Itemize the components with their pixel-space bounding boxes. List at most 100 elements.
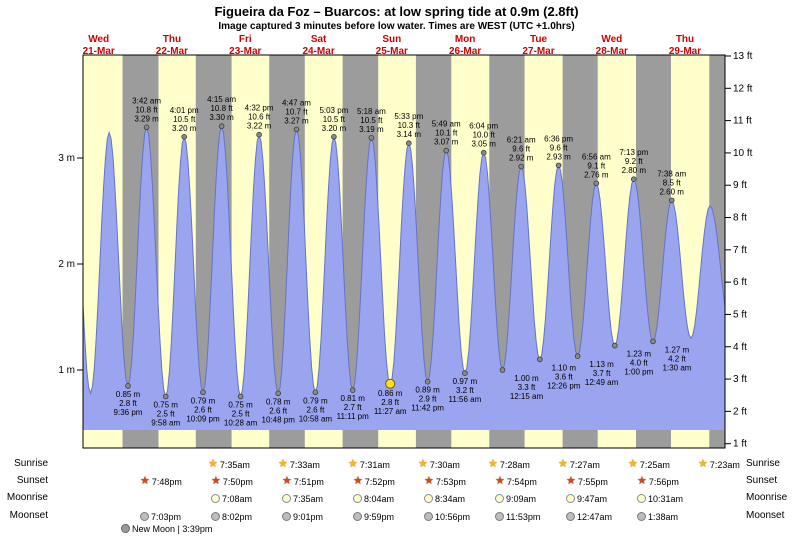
y-axis-right-label: 12 ft	[733, 83, 753, 94]
low-tide-dot	[312, 389, 319, 396]
high-tide-dot	[293, 126, 300, 133]
low-tide-annotation-line: 3.7 ft	[593, 369, 612, 378]
high-tide-annotation-line: 10.3 ft	[398, 121, 421, 130]
day-header-line: 26-Mar	[449, 46, 481, 57]
new-moon-entry: New Moon | 3:39pm	[121, 521, 212, 536]
high-tide-annotation: 5:18 am 10.5 ft 3.19 m	[357, 107, 386, 134]
high-tide-annotation-line: 3.07 m	[434, 138, 459, 147]
low-tide-annotation-line: 3.6 ft	[555, 372, 574, 381]
moonrise-entry: 10:31am	[637, 491, 683, 506]
low-tide-annotation: 0.79 m 2.6 ft 10:58 am	[299, 396, 333, 423]
day-header: Mon 26-Mar	[449, 34, 481, 57]
low-tide-annotation: 1.10 m 3.6 ft 12:26 pm	[547, 363, 581, 390]
sunrise-time: 7:35am	[219, 459, 250, 470]
moonrise-time: 8:04am	[364, 493, 395, 504]
high-tide-annotation-line: 8.5 ft	[663, 178, 682, 187]
high-tide-annotation-line: 3.22 m	[247, 122, 272, 131]
high-tide-annotation-line: 5:49 am	[432, 120, 461, 129]
sunrise-entry: ★ 7:27am	[558, 457, 600, 472]
y-axis-right-label: 6 ft	[733, 277, 747, 288]
y-axis-right-label: 11 ft	[733, 116, 752, 127]
y-axis-right-label: 3 ft	[733, 374, 747, 385]
high-tide-annotation-line: 9.6 ft	[550, 143, 569, 152]
moonrise-moon-icon	[424, 494, 433, 503]
sunrise-star-icon: ★	[208, 458, 218, 470]
moonrise-time: 7:35am	[293, 493, 324, 504]
moonset-time: 12:47am	[577, 511, 613, 522]
sunrise-time: 7:25am	[639, 459, 670, 470]
high-tide-annotation-line: 2.93 m	[546, 152, 571, 161]
sunrise-star-icon: ★	[558, 458, 568, 470]
high-tide-annotation-line: 2.80 m	[622, 166, 647, 175]
new-moon-icon	[121, 524, 130, 533]
high-tide-annotation-line: 4:47 am	[282, 98, 311, 107]
sunrise-time: 7:28am	[499, 459, 530, 470]
moonrise-moon-icon	[637, 494, 646, 503]
high-tide-annotation-line: 3.20 m	[322, 124, 347, 133]
sunrise-star-icon: ★	[698, 458, 708, 470]
high-tide-dot	[480, 149, 487, 156]
high-tide-annotation-line: 10.5 ft	[323, 115, 346, 124]
low-tide-annotation-line: 0.89 m	[415, 386, 440, 395]
low-tide-annotation-line: 2.8 ft	[381, 398, 400, 407]
low-tide-annotation-line: 0.79 m	[191, 396, 216, 405]
y-axis-right-label: 10 ft	[733, 148, 753, 159]
moonrise-time: 7:08am	[222, 493, 253, 504]
sunset-entry: ★ 7:48pm	[140, 474, 182, 489]
y-axis-left-label: 1 m	[58, 365, 75, 376]
high-tide-annotation-line: 10.5 ft	[360, 116, 383, 125]
high-tide-annotation: 6:04 pm 10.0 ft 3.05 m	[469, 122, 498, 149]
high-tide-annotation-line: 3.19 m	[359, 125, 384, 134]
sunset-star-icon: ★	[140, 475, 150, 487]
high-tide-annotation-line: 9.1 ft	[587, 161, 606, 170]
moonset-entry: 9:01pm	[282, 509, 323, 524]
current-low-marker	[385, 378, 396, 389]
low-tide-annotation-line: 0.81 m	[340, 394, 365, 403]
sunrise-label-left: Sunrise	[14, 458, 48, 469]
moonset-label-left: Moonset	[9, 510, 48, 521]
y-axis-right-label-line: 9 ft	[733, 180, 747, 191]
moonrise-moon-icon	[211, 494, 220, 503]
high-tide-annotation: 7:13 pm 9.2 ft 2.80 m	[619, 148, 648, 175]
moonrise-row: Moonrise 7:08am 7:35am 8:04am 8:34am 9:09am 9:…	[0, 491, 793, 506]
sunset-time: 7:56pm	[648, 476, 679, 487]
sunset-entry: ★ 7:55pm	[566, 474, 608, 489]
low-tide-dot	[462, 370, 468, 377]
low-tide-annotation-line: 2.6 ft	[307, 405, 326, 414]
low-tide-annotation-line: 1:30 am	[663, 363, 692, 372]
sunset-time: 7:48pm	[151, 476, 182, 487]
high-tide-dot	[331, 134, 337, 140]
moonrise-entry: 7:35am	[282, 491, 323, 506]
day-header-line: 23-Mar	[229, 46, 261, 57]
high-tide-annotation-line: 5:18 am	[357, 107, 386, 116]
low-tide-dot	[125, 383, 131, 389]
y-axis-right-label-line: 13 ft	[733, 51, 753, 62]
y-axis-right-label-line: 10 ft	[733, 148, 753, 159]
high-tide-dot	[443, 147, 450, 154]
day-header-line: Wed	[601, 34, 622, 45]
low-tide-annotation-line: 12:15 am	[510, 392, 544, 401]
low-tide-annotation-line: 11:11 pm	[337, 412, 370, 421]
low-tide-annotation-line: 10:09 pm	[186, 414, 220, 423]
day-header-line: 27-Mar	[522, 46, 554, 57]
high-tide-annotation-line: 3.14 m	[397, 130, 422, 139]
low-tide-annotation: 0.75 m 2.5 ft 9:58 am	[151, 401, 180, 428]
low-tide-annotation-line: 2.5 ft	[157, 410, 176, 419]
low-tide-annotation-line: 1.27 m	[665, 345, 690, 354]
day-header-line: 24-Mar	[302, 46, 334, 57]
low-tide-annotation-line: 11:42 pm	[411, 404, 444, 413]
low-tide-annotation-line: 1.13 m	[589, 360, 614, 369]
sunrise-star-icon: ★	[628, 458, 638, 470]
high-tide-annotation-line: 10.0 ft	[473, 131, 496, 140]
sunrise-time: 7:30am	[429, 459, 460, 470]
moonrise-moon-icon	[566, 494, 575, 503]
moonset-moon-icon	[211, 512, 220, 521]
high-tide-annotation: 6:56 am 9.1 ft 2.76 m	[582, 152, 611, 179]
low-tide-annotation: 0.75 m 2.5 ft 10:28 am	[224, 401, 258, 428]
moonset-moon-icon	[495, 512, 504, 521]
moonset-entry: 9:59pm	[353, 509, 394, 524]
low-tide-annotation: 0.78 m 2.6 ft 10:48 pm	[262, 397, 296, 424]
sunrise-star-icon: ★	[278, 458, 288, 470]
day-header: Wed 28-Mar	[596, 34, 628, 57]
